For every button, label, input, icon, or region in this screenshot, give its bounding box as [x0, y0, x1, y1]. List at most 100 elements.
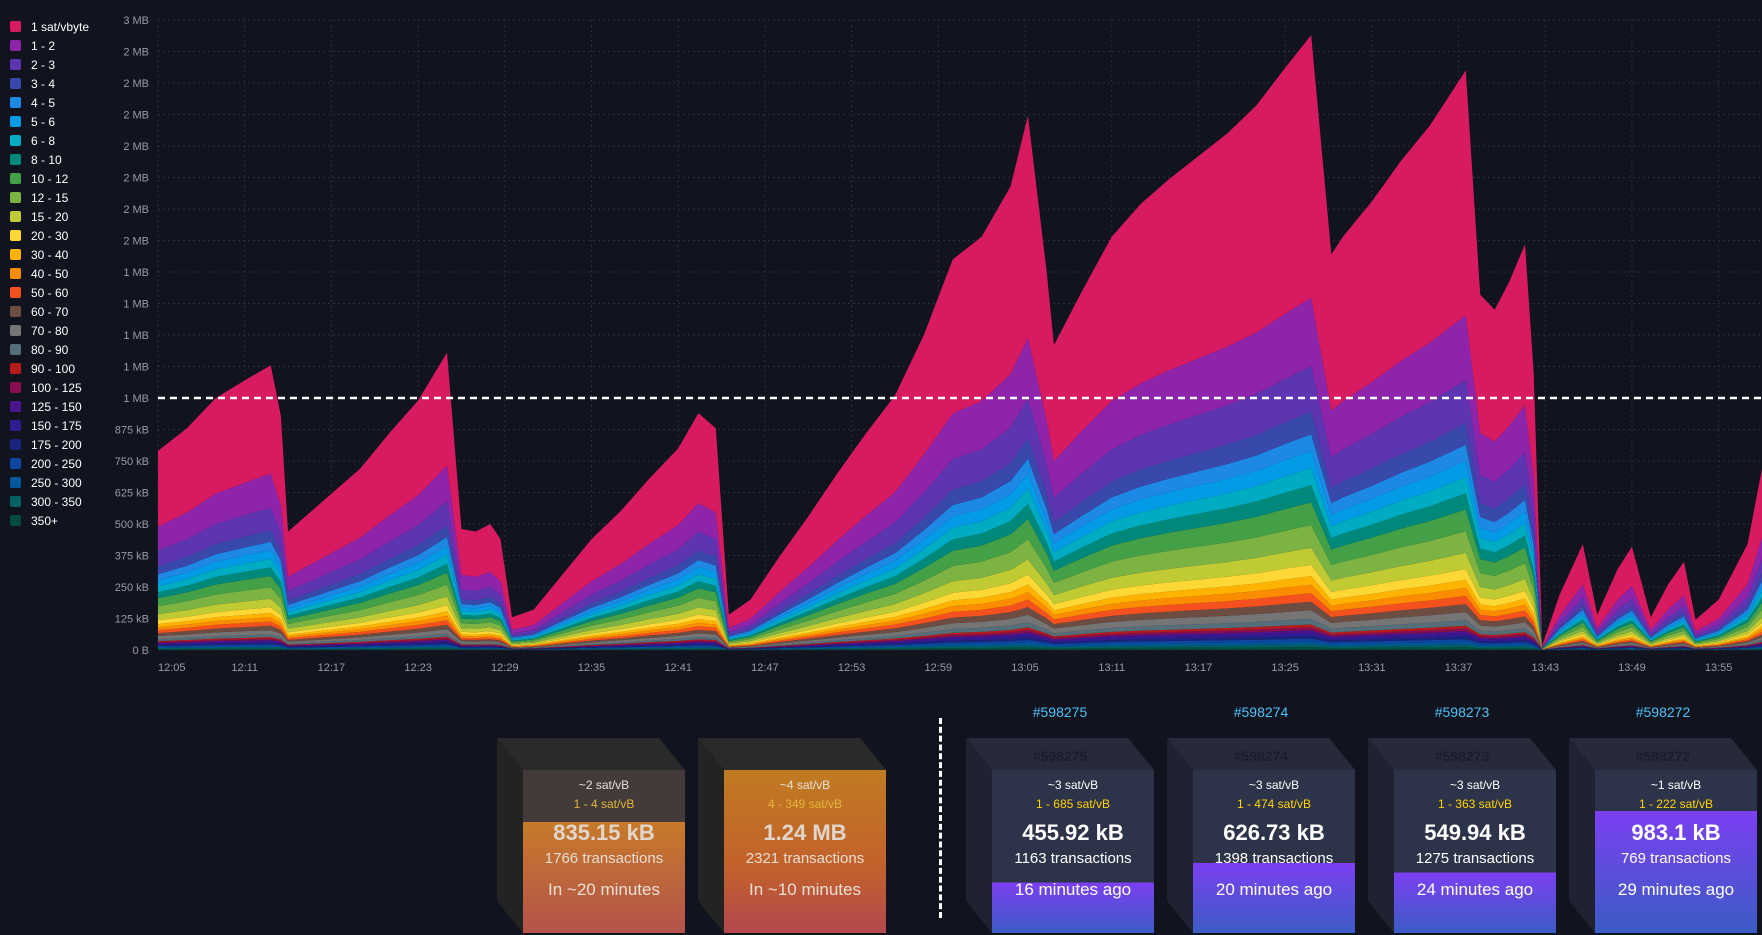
block-top-face: [966, 738, 1154, 770]
x-tick-label: 13:55: [1705, 662, 1733, 674]
mempool-divider: [939, 718, 942, 918]
block-tx-count: 2321 transactions: [745, 850, 865, 867]
fee-legend: 1 sat/vbyte 1 - 2 2 - 3 3 - 4 4 - 5 5 - 6 6 - …: [10, 17, 110, 530]
legend-item[interactable]: 50 - 60: [10, 283, 110, 302]
block-side-face: [497, 738, 523, 933]
block-number-link[interactable]: #598272: [1635, 704, 1691, 720]
legend-item[interactable]: 3 - 4: [10, 74, 110, 93]
y-tick-label: 875 kB: [115, 425, 149, 437]
x-tick-label: 12:11: [231, 662, 258, 674]
y-tick-label: 500 kB: [115, 519, 149, 531]
x-tick-label: 13:11: [1098, 662, 1125, 674]
legend-label: 10 - 12: [31, 171, 69, 186]
block-front-face: ~1 sat/vB 1 - 222 sat/vB 983.1 kB 769 trans…: [1595, 770, 1757, 933]
legend-item[interactable]: 20 - 30: [10, 226, 110, 245]
legend-item[interactable]: 100 - 125: [10, 378, 110, 397]
legend-swatch: [10, 211, 21, 222]
y-tick-label: 1 MB: [123, 330, 149, 342]
block-front-face: ~3 sat/vB 1 - 685 sat/vB 455.92 kB 1163 tra…: [992, 770, 1154, 933]
block-time: 20 minutes ago: [1215, 880, 1333, 899]
block-tx-count: 1163 transactions: [1014, 850, 1132, 867]
block-time: 24 minutes ago: [1416, 880, 1534, 899]
block-number-link[interactable]: #598274: [1233, 704, 1289, 720]
block-front-face: ~3 sat/vB 1 - 363 sat/vB 549.94 kB 1275 tra…: [1394, 770, 1556, 933]
x-tick-label: 12:29: [491, 662, 519, 674]
block-number-ghost: #598272: [1635, 748, 1691, 764]
block-side-face: [966, 738, 992, 933]
mined-block[interactable]: ~3 sat/vB 1 - 363 sat/vB 549.94 kB 1275 tra…: [1368, 738, 1556, 933]
mempool-block[interactable]: ~4 sat/vB 4 - 349 sat/vB 1.24 MB 2321 trans…: [698, 738, 886, 933]
x-tick-label: 13:31: [1358, 662, 1386, 674]
y-tick-label: 3 MB: [123, 15, 149, 27]
x-tick-label: 12:23: [404, 662, 432, 674]
block-size: 549.94 kB: [1424, 820, 1526, 845]
y-tick-label: 375 kB: [115, 551, 149, 563]
x-tick-label: 13:37: [1445, 662, 1473, 674]
block-side-face: [1368, 738, 1394, 933]
series-area-26: [158, 647, 1762, 650]
legend-item[interactable]: 250 - 300: [10, 473, 110, 492]
block-size: 835.15 kB: [553, 820, 655, 845]
legend-item[interactable]: 70 - 80: [10, 321, 110, 340]
legend-item[interactable]: 200 - 250: [10, 454, 110, 473]
legend-item[interactable]: 150 - 175: [10, 416, 110, 435]
y-tick-label: 125 kB: [115, 614, 149, 626]
block-number-link[interactable]: #598275: [1032, 704, 1088, 720]
block-fee-range: 1 - 4 sat/vB: [573, 797, 635, 811]
block-side-face: [698, 738, 724, 933]
block-median-fee: ~3 sat/vB: [1047, 778, 1099, 792]
x-tick-label: 12:35: [578, 662, 606, 674]
legend-item[interactable]: 2 - 3: [10, 55, 110, 74]
legend-item[interactable]: 12 - 15: [10, 188, 110, 207]
block-fee-range: 1 - 685 sat/vB: [1035, 797, 1111, 811]
legend-item[interactable]: 15 - 20: [10, 207, 110, 226]
legend-item[interactable]: 10 - 12: [10, 169, 110, 188]
legend-item[interactable]: 8 - 10: [10, 150, 110, 169]
x-tick-label: 12:17: [318, 662, 346, 674]
y-tick-label: 1 MB: [123, 299, 149, 311]
legend-swatch: [10, 325, 21, 336]
x-tick-label: 12:59: [925, 662, 953, 674]
block-top-face: [497, 738, 685, 770]
legend-item[interactable]: 300 - 350: [10, 492, 110, 511]
block-number-link[interactable]: #598273: [1434, 704, 1490, 720]
legend-swatch: [10, 173, 21, 184]
legend-item[interactable]: 90 - 100: [10, 359, 110, 378]
legend-swatch: [10, 496, 21, 507]
legend-item[interactable]: 5 - 6: [10, 112, 110, 131]
legend-item[interactable]: 175 - 200: [10, 435, 110, 454]
legend-swatch: [10, 268, 21, 279]
legend-swatch: [10, 287, 21, 298]
legend-item[interactable]: 40 - 50: [10, 264, 110, 283]
y-tick-label: 2 MB: [123, 47, 149, 59]
legend-item[interactable]: 80 - 90: [10, 340, 110, 359]
legend-item[interactable]: 60 - 70: [10, 302, 110, 321]
legend-item[interactable]: 1 - 2: [10, 36, 110, 55]
x-tick-label: 12:41: [664, 662, 692, 674]
y-tick-label: 1 MB: [123, 393, 149, 405]
legend-item[interactable]: 30 - 40: [10, 245, 110, 264]
mempool-block[interactable]: ~2 sat/vB 1 - 4 sat/vB 835.15 kB 1766 trans…: [497, 738, 685, 933]
legend-item[interactable]: 125 - 150: [10, 397, 110, 416]
legend-item[interactable]: 350+: [10, 511, 110, 530]
legend-label: 60 - 70: [31, 304, 69, 319]
legend-label: 300 - 350: [31, 494, 82, 509]
mined-block[interactable]: ~1 sat/vB 1 - 222 sat/vB 983.1 kB 769 trans…: [1569, 738, 1757, 933]
block-median-fee: ~1 sat/vB: [1650, 778, 1702, 792]
legend-swatch: [10, 382, 21, 393]
block-top-face: [1167, 738, 1355, 770]
legend-label: 100 - 125: [31, 380, 82, 395]
legend-swatch: [10, 439, 21, 450]
y-tick-label: 0 B: [132, 645, 149, 657]
legend-item[interactable]: 1 sat/vbyte: [10, 17, 110, 36]
y-tick-label: 250 kB: [115, 582, 149, 594]
mined-block[interactable]: ~3 sat/vB 1 - 474 sat/vB 626.73 kB 1398 tra…: [1167, 738, 1355, 933]
y-tick-label: 2 MB: [123, 204, 149, 216]
legend-label: 6 - 8: [31, 133, 56, 148]
legend-item[interactable]: 6 - 8: [10, 131, 110, 150]
legend-swatch: [10, 59, 21, 70]
legend-label: 70 - 80: [31, 323, 69, 338]
block-time: 29 minutes ago: [1617, 880, 1735, 899]
legend-item[interactable]: 4 - 5: [10, 93, 110, 112]
mined-block[interactable]: ~3 sat/vB 1 - 685 sat/vB 455.92 kB 1163 tra…: [966, 738, 1154, 933]
